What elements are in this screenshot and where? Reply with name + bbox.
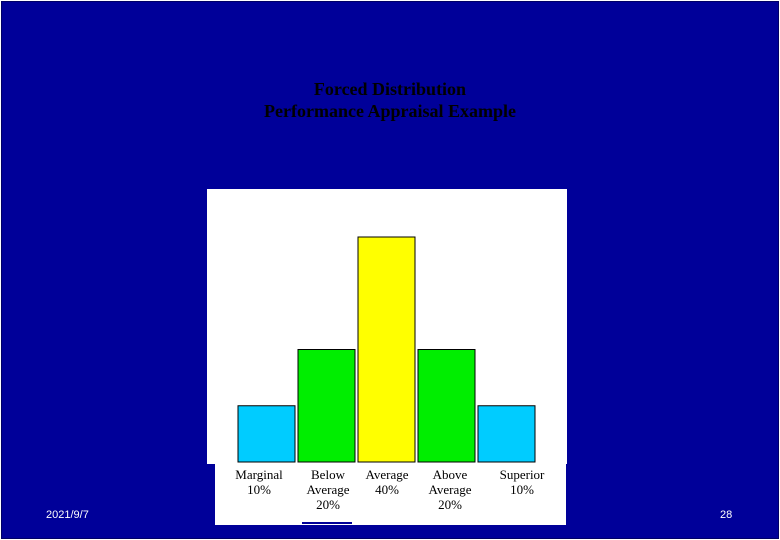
- tick-label-line: Average: [365, 467, 409, 482]
- tick-label-average: Average 40%: [347, 467, 427, 497]
- tick-label-superior: Superior 10%: [482, 467, 562, 497]
- tick-label-line: Marginal: [235, 467, 283, 482]
- label-underline: [302, 522, 352, 524]
- title-line-2: Performance Appraisal Example: [264, 101, 516, 121]
- tick-label-above-average: Above Average 20%: [410, 467, 490, 512]
- tick-label-line: 40%: [375, 482, 399, 497]
- bar-superior: [477, 405, 536, 463]
- tick-label-line: 20%: [316, 497, 340, 512]
- tick-label-line: Average: [428, 482, 472, 497]
- tick-label-marginal: Marginal 10%: [219, 467, 299, 497]
- tick-label-line: Superior: [499, 467, 545, 482]
- tick-label-below-average: Below Average 20%: [288, 467, 368, 512]
- bar-above-average: [417, 349, 476, 463]
- tick-label-line: Above: [432, 467, 468, 482]
- tick-label-line: Below: [311, 467, 345, 482]
- category-label-panel: Marginal 10% Below Average 20% Average 40% Abov…: [215, 463, 566, 525]
- title-line-1: Forced Distribution: [313, 79, 467, 99]
- bar-marginal: [237, 405, 296, 463]
- tick-label-line: 20%: [438, 497, 462, 512]
- slide-title: Forced Distribution Performance Appraisa…: [2, 78, 778, 122]
- slide-date: 2021/9/7: [46, 509, 89, 521]
- bar-chart: [237, 236, 536, 463]
- bar-average: [357, 236, 416, 463]
- page-number: 28: [720, 509, 733, 521]
- chart-panel: [207, 189, 567, 464]
- tick-label-line: 10%: [510, 482, 534, 497]
- tick-label-line: 10%: [247, 482, 271, 497]
- bar-below-average: [297, 349, 356, 463]
- tick-label-line: Average: [306, 482, 350, 497]
